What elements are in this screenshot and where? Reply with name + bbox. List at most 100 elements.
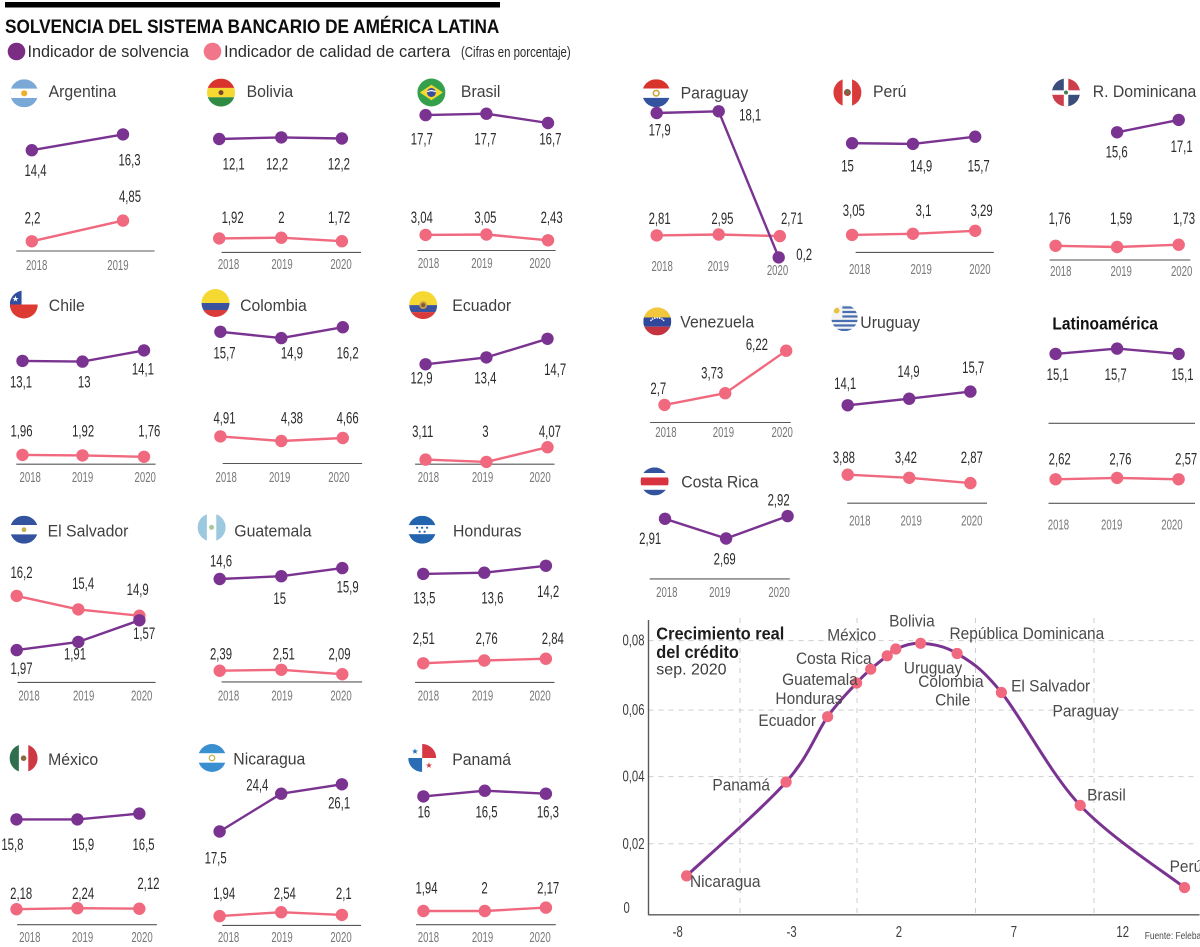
svg-text:16,5: 16,5 <box>132 836 154 855</box>
svg-text:-8: -8 <box>673 923 683 940</box>
svg-text:2020: 2020 <box>1161 517 1182 534</box>
svg-text:17,7: 17,7 <box>474 130 496 149</box>
svg-text:2019: 2019 <box>472 469 493 486</box>
svg-text:26,1: 26,1 <box>328 795 350 814</box>
svg-text:2: 2 <box>896 923 902 940</box>
svg-text:2,76: 2,76 <box>476 630 498 649</box>
svg-text:2018: 2018 <box>26 257 47 274</box>
svg-text:2,51: 2,51 <box>413 630 435 649</box>
svg-text:15: 15 <box>273 590 286 609</box>
svg-text:12,2: 12,2 <box>328 155 350 174</box>
svg-text:4,07: 4,07 <box>539 423 561 442</box>
svg-text:14,7: 14,7 <box>544 361 566 380</box>
svg-text:16: 16 <box>418 804 431 823</box>
svg-text:4,91: 4,91 <box>213 410 235 429</box>
svg-text:3,04: 3,04 <box>411 209 433 228</box>
svg-text:2,91: 2,91 <box>639 530 661 549</box>
svg-text:2019: 2019 <box>471 255 492 272</box>
svg-text:3,11: 3,11 <box>412 423 433 442</box>
svg-text:República Dominicana: República Dominicana <box>950 624 1106 643</box>
svg-text:2018: 2018 <box>1048 517 1069 534</box>
svg-text:14,9: 14,9 <box>897 363 919 382</box>
svg-text:3,05: 3,05 <box>474 209 496 228</box>
svg-text:4,85: 4,85 <box>119 188 141 207</box>
svg-text:Fuente: Feleban: Fuente: Feleban <box>1145 930 1200 942</box>
svg-text:3: 3 <box>482 423 488 442</box>
svg-text:2018: 2018 <box>218 688 239 705</box>
svg-text:2020: 2020 <box>330 688 351 705</box>
svg-text:2,18: 2,18 <box>10 885 32 904</box>
svg-text:1,76: 1,76 <box>138 422 160 441</box>
svg-text:13,6: 13,6 <box>481 590 503 609</box>
svg-text:2019: 2019 <box>73 688 94 705</box>
svg-text:2020: 2020 <box>529 255 550 272</box>
svg-text:Brasil: Brasil <box>1087 786 1126 805</box>
svg-text:2020: 2020 <box>529 929 550 946</box>
svg-text:2020: 2020 <box>768 584 789 601</box>
svg-text:14,1: 14,1 <box>834 375 856 394</box>
svg-text:16,2: 16,2 <box>10 564 32 583</box>
svg-text:2020: 2020 <box>529 688 550 705</box>
svg-text:Bolivia: Bolivia <box>889 612 935 631</box>
svg-text:Costa Rica: Costa Rica <box>796 649 873 668</box>
svg-text:15,9: 15,9 <box>337 578 359 597</box>
svg-text:1,94: 1,94 <box>415 879 437 898</box>
svg-text:Venezuela: Venezuela <box>680 313 755 332</box>
svg-text:1,91: 1,91 <box>64 645 86 664</box>
svg-text:Paraguay: Paraguay <box>681 84 749 103</box>
svg-text:★: ★ <box>425 761 432 770</box>
svg-text:El Salvador: El Salvador <box>48 522 129 541</box>
svg-text:1,96: 1,96 <box>10 422 32 441</box>
svg-text:2,81: 2,81 <box>649 210 671 229</box>
svg-text:El Salvador: El Salvador <box>1011 677 1091 696</box>
svg-text:4,38: 4,38 <box>281 410 303 429</box>
svg-text:15,7: 15,7 <box>213 345 235 364</box>
svg-text:15,1: 15,1 <box>1171 366 1193 385</box>
svg-text:Panamá: Panamá <box>712 776 771 795</box>
svg-text:2020: 2020 <box>330 256 351 273</box>
svg-text:2,76: 2,76 <box>1109 450 1131 469</box>
svg-text:-3: -3 <box>787 923 797 940</box>
svg-text:15,6: 15,6 <box>1106 144 1128 163</box>
svg-text:Bolivia: Bolivia <box>247 83 294 102</box>
svg-text:16,2: 16,2 <box>337 345 359 364</box>
svg-text:3,42: 3,42 <box>895 449 917 468</box>
svg-text:sep. 2020: sep. 2020 <box>656 661 726 678</box>
svg-text:2019: 2019 <box>708 258 729 275</box>
svg-text:0,2: 0,2 <box>796 246 812 265</box>
svg-text:Perú: Perú <box>873 83 906 102</box>
svg-text:2020: 2020 <box>961 512 982 529</box>
svg-text:2018: 2018 <box>20 469 41 486</box>
svg-text:13,4: 13,4 <box>474 370 496 389</box>
svg-text:2020: 2020 <box>328 469 349 486</box>
svg-text:2018: 2018 <box>218 929 239 946</box>
svg-text:14,9: 14,9 <box>127 581 149 600</box>
svg-text:2,71: 2,71 <box>781 210 803 229</box>
svg-text:2019: 2019 <box>1101 517 1122 534</box>
svg-text:2020: 2020 <box>135 469 156 486</box>
svg-text:15,7: 15,7 <box>968 158 990 177</box>
svg-text:Ecuador: Ecuador <box>452 297 511 316</box>
svg-text:2019: 2019 <box>901 512 922 529</box>
svg-text:17,5: 17,5 <box>205 850 227 869</box>
svg-text:15,4: 15,4 <box>72 575 94 594</box>
svg-text:2,17: 2,17 <box>537 879 559 898</box>
svg-text:2,24: 2,24 <box>72 885 94 904</box>
svg-text:2020: 2020 <box>772 424 793 441</box>
svg-text:2019: 2019 <box>472 688 493 705</box>
svg-text:R. Dominicana: R. Dominicana <box>1093 83 1197 102</box>
svg-text:2018: 2018 <box>849 512 870 529</box>
svg-text:2019: 2019 <box>271 688 292 705</box>
svg-text:Perú: Perú <box>1170 857 1200 876</box>
svg-text:2,12: 2,12 <box>137 875 159 894</box>
svg-text:Brasil: Brasil <box>461 83 501 102</box>
svg-text:2018: 2018 <box>418 469 439 486</box>
svg-text:3,73: 3,73 <box>701 365 723 384</box>
svg-text:12: 12 <box>1116 923 1129 940</box>
svg-text:2018: 2018 <box>18 688 39 705</box>
svg-text:2019: 2019 <box>911 261 932 278</box>
svg-text:Indicador de calidad de carter: Indicador de calidad de cartera <box>224 42 451 61</box>
svg-text:2020: 2020 <box>131 929 152 946</box>
svg-text:2018: 2018 <box>216 469 237 486</box>
svg-text:2,51: 2,51 <box>273 645 295 664</box>
